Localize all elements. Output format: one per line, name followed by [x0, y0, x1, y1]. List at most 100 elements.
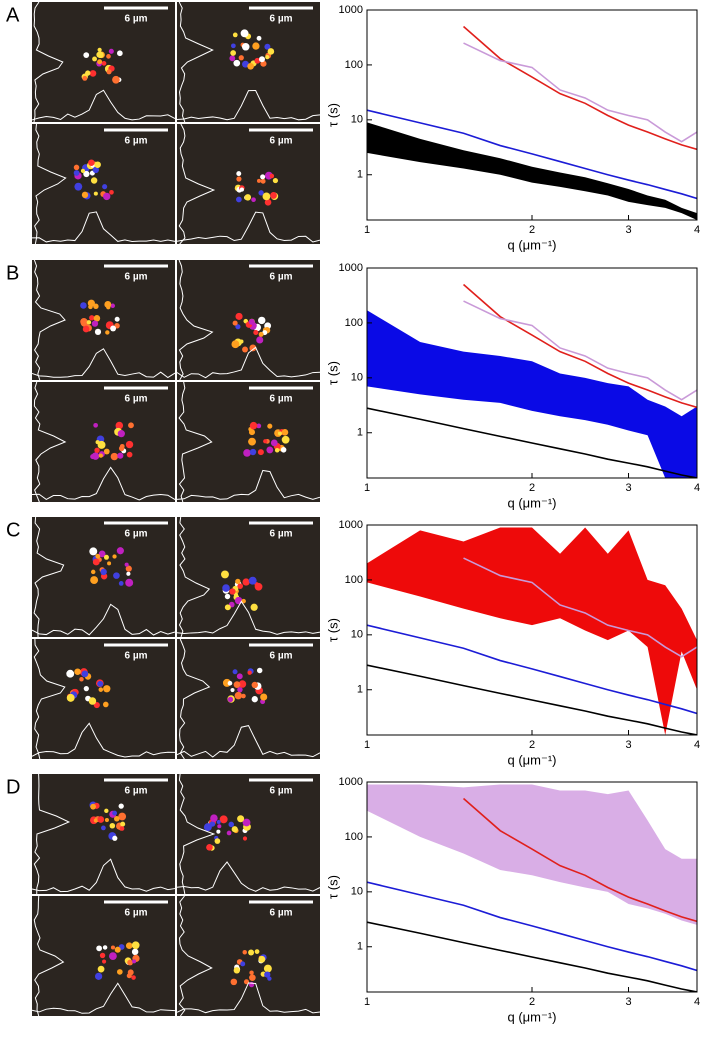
line	[463, 557, 697, 658]
particle	[109, 189, 114, 195]
micrograph	[177, 774, 320, 894]
particle	[236, 673, 243, 680]
particle	[94, 447, 100, 454]
particle	[231, 340, 240, 349]
particle	[73, 164, 80, 171]
particle	[265, 55, 270, 60]
particle	[73, 170, 80, 176]
particle	[89, 70, 97, 77]
particle	[90, 569, 96, 575]
particle	[249, 974, 256, 981]
particle	[94, 161, 101, 168]
particle	[104, 818, 109, 823]
particle	[234, 691, 243, 700]
particle	[258, 56, 265, 63]
line	[463, 300, 697, 401]
particle	[97, 47, 102, 52]
y-tick-label: 100	[345, 831, 363, 843]
particle	[118, 812, 127, 821]
y-axis-label: τ (s)	[325, 103, 340, 127]
micrograph	[177, 517, 320, 637]
particle	[236, 171, 242, 177]
particle	[102, 701, 109, 708]
scale-bar-label: 6 µm	[270, 529, 293, 540]
particle	[222, 584, 230, 592]
particle	[237, 815, 245, 823]
particle	[110, 945, 116, 950]
scale-bar-label: 6 µm	[125, 908, 148, 919]
scale-bar-label: 6 µm	[125, 272, 148, 283]
particle	[240, 961, 246, 967]
particle	[233, 59, 241, 67]
particle	[97, 51, 104, 59]
particle	[233, 681, 241, 688]
y-tick-label: 100	[345, 59, 363, 71]
scale-bar-label: 6 µm	[125, 394, 148, 405]
particle	[220, 570, 229, 579]
particle	[124, 562, 129, 567]
particle	[231, 826, 238, 833]
particle	[214, 838, 221, 844]
line	[367, 109, 697, 200]
y-tick-label: 1000	[339, 519, 363, 531]
particle	[264, 199, 272, 206]
scale-bar-label: 6 µm	[125, 786, 148, 797]
particle	[257, 449, 264, 456]
micrograph	[32, 124, 175, 244]
particle	[117, 50, 123, 57]
particle	[93, 303, 99, 310]
plot-area	[367, 784, 697, 992]
particle	[248, 318, 255, 325]
y-tick-label: 1	[357, 684, 363, 696]
particle	[119, 826, 125, 831]
x-axis-label: q (μm⁻¹)	[507, 237, 556, 252]
particle	[74, 182, 83, 191]
profile-y	[179, 638, 211, 760]
particle	[82, 75, 88, 81]
y-tick-label: 10	[351, 372, 363, 384]
particle	[272, 177, 279, 184]
particle	[243, 979, 250, 985]
particle	[120, 821, 126, 827]
panel-label: D	[6, 776, 20, 798]
particle	[83, 52, 90, 59]
particle	[110, 303, 116, 309]
particle	[106, 54, 111, 59]
particle	[116, 969, 123, 975]
particle	[85, 70, 91, 76]
particle	[249, 421, 258, 430]
plot-area	[367, 527, 697, 735]
particle	[95, 553, 101, 559]
particle	[232, 32, 238, 38]
x-tick-label: 2	[529, 482, 535, 494]
particle	[242, 836, 248, 841]
profile-y	[178, 123, 216, 245]
particle	[247, 62, 254, 70]
particle	[224, 604, 231, 611]
particle	[238, 680, 247, 688]
x-tick-label: 2	[529, 739, 535, 751]
profile-x	[31, 603, 176, 636]
particle	[113, 572, 120, 579]
particle	[238, 55, 244, 61]
particle	[66, 693, 75, 702]
profile-y	[34, 123, 67, 245]
particle	[66, 669, 75, 678]
particle	[112, 835, 118, 841]
micrograph	[177, 2, 320, 122]
particle	[126, 973, 132, 979]
particle	[83, 170, 90, 178]
particle	[118, 445, 125, 452]
particle	[243, 449, 251, 457]
profile-x	[31, 348, 176, 379]
particle	[232, 669, 238, 675]
profile-x	[31, 466, 176, 501]
particle	[126, 451, 133, 458]
particle	[101, 825, 106, 831]
micrograph	[177, 639, 320, 759]
particle	[86, 320, 92, 325]
profile-y	[33, 259, 66, 381]
x-tick-label: 3	[625, 482, 631, 494]
particle	[96, 945, 103, 952]
particle	[227, 680, 233, 686]
